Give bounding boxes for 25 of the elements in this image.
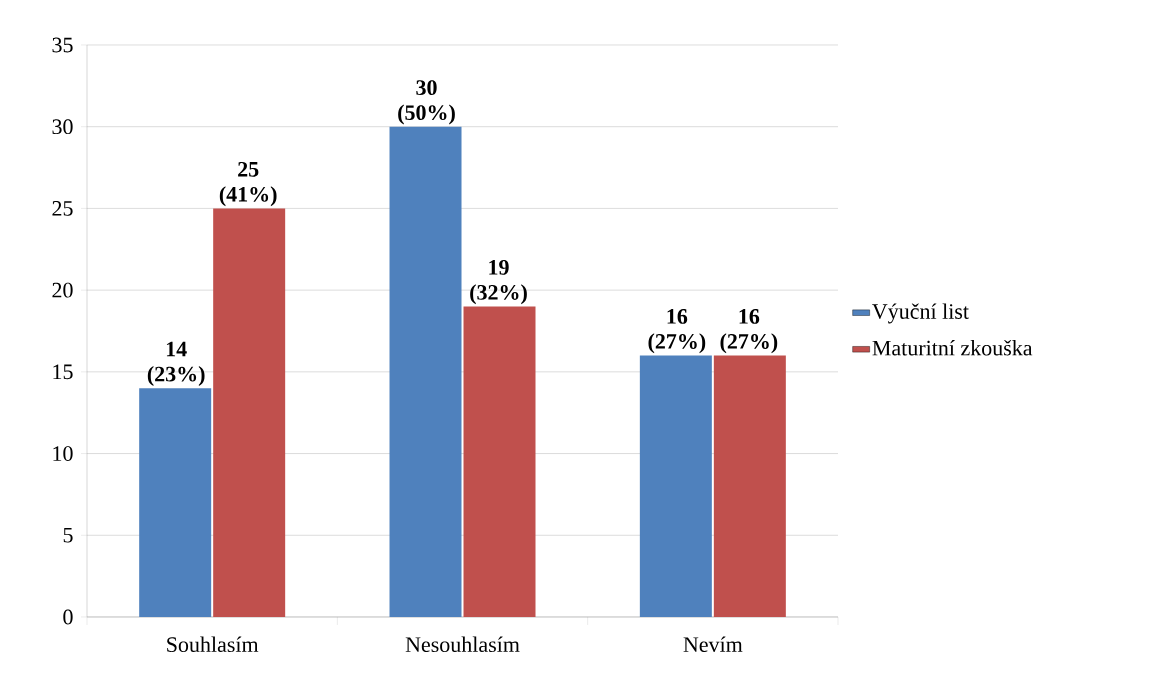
y-tick-label: 5 bbox=[63, 527, 73, 543]
data-label: 14 (23%) bbox=[147, 341, 205, 386]
data-label: 19 (32%) bbox=[470, 260, 527, 305]
y-tick-label: 20 bbox=[52, 282, 73, 298]
bar bbox=[139, 388, 212, 617]
x-tick-label: Nesouhlasím bbox=[405, 636, 520, 653]
legend-label: Maturitní zkouška bbox=[872, 339, 1033, 356]
bar bbox=[463, 306, 536, 617]
data-label: 25 (41%) bbox=[219, 161, 277, 207]
data-label: 16 (27%) bbox=[648, 309, 706, 354]
bar bbox=[713, 355, 786, 617]
data-label: 16 (27%) bbox=[720, 309, 778, 354]
x-tick-label: Nevím bbox=[683, 636, 743, 653]
y-tick-label: 10 bbox=[53, 446, 73, 461]
data-label: 30 (50%) bbox=[398, 80, 455, 125]
x-tick-label: Souhlasím bbox=[167, 636, 259, 653]
bar bbox=[213, 208, 286, 617]
y-tick-label: 25 bbox=[52, 201, 73, 216]
y-tick-label: 0 bbox=[63, 609, 73, 625]
y-tick-label: 15 bbox=[53, 364, 73, 380]
y-tick-label: 30 bbox=[52, 119, 73, 135]
y-tick-label: 35 bbox=[52, 37, 73, 53]
bar bbox=[389, 126, 462, 617]
legend-label: Výuční list bbox=[872, 303, 969, 324]
bar bbox=[639, 355, 712, 617]
